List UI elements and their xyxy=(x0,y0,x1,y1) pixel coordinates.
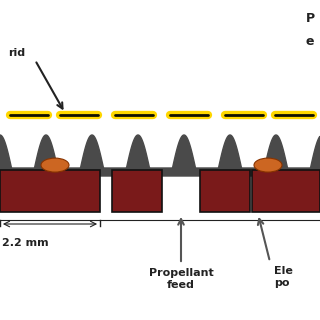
Polygon shape xyxy=(0,135,320,176)
Text: Ele
po: Ele po xyxy=(274,266,293,288)
Ellipse shape xyxy=(41,158,69,172)
Text: e: e xyxy=(306,35,315,48)
Ellipse shape xyxy=(254,158,282,172)
Text: rid: rid xyxy=(8,48,25,58)
Bar xyxy=(0,170,100,212)
Bar xyxy=(252,170,320,212)
Text: Propellant
feed: Propellant feed xyxy=(148,268,213,290)
Bar xyxy=(200,170,250,212)
Text: P: P xyxy=(306,12,315,25)
Text: 2.2 mm: 2.2 mm xyxy=(2,238,49,248)
Bar xyxy=(112,170,162,212)
